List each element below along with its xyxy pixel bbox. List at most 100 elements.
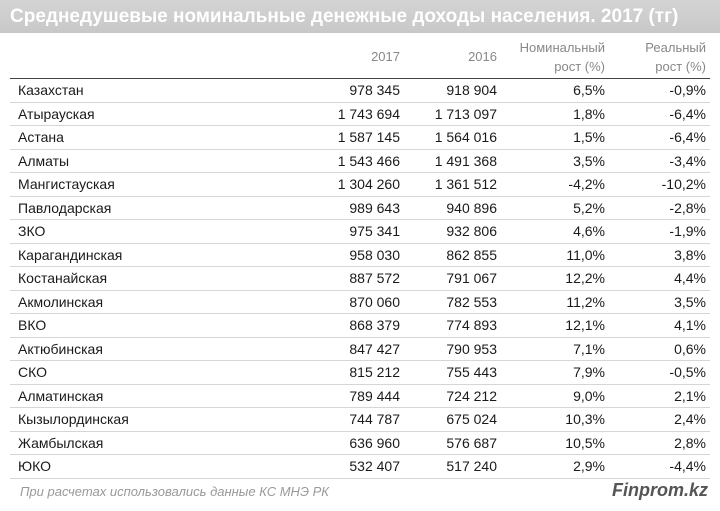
region-cell: ЮКО — [10, 454, 260, 479]
value-cell: 7,1% — [501, 337, 609, 361]
value-cell: 958 030 — [260, 243, 404, 267]
value-cell: 1 587 145 — [260, 125, 404, 150]
value-cell: 918 904 — [404, 78, 501, 103]
table-row: Павлодарская 989 643 940 896 5,2% -2,8% — [10, 196, 710, 220]
value-cell: 1 361 512 — [404, 172, 501, 197]
value-cell: 940 896 — [404, 196, 501, 220]
value-cell: 5,2% — [501, 196, 609, 220]
region-cell: Алматинская — [10, 384, 260, 408]
value-cell: 744 787 — [260, 407, 404, 432]
value-cell: 989 643 — [260, 196, 404, 220]
value-cell: -0,5% — [609, 360, 710, 385]
region-cell: Жамбылская — [10, 431, 260, 455]
value-cell: 791 067 — [404, 266, 501, 291]
table-row: Жамбылская 636 960 576 687 10,5% 2,8% — [10, 431, 710, 455]
table-row: Акмолинская 870 060 782 553 11,2% 3,5% — [10, 290, 710, 314]
value-cell: -10,2% — [609, 172, 710, 197]
table-row: ЗКО 975 341 932 806 4,6% -1,9% — [10, 219, 710, 244]
value-cell: 774 893 — [404, 313, 501, 338]
header-cell: Реальный рост (%) — [609, 35, 710, 79]
value-cell: 847 427 — [260, 337, 404, 361]
region-cell: Акмолинская — [10, 290, 260, 314]
value-cell: 789 444 — [260, 384, 404, 408]
value-cell: -4,2% — [501, 172, 609, 197]
region-cell: Казахстан — [10, 78, 260, 103]
value-cell: 636 960 — [260, 431, 404, 455]
header-cell — [10, 35, 260, 79]
table-row: Кызылординская 744 787 675 024 10,3% 2,4% — [10, 407, 710, 432]
table-row: Казахстан 978 345 918 904 6,5% -0,9% — [10, 78, 710, 103]
value-cell: 1,8% — [501, 102, 609, 126]
table-row: Мангистауская 1 304 260 1 361 512 -4,2% -10,… — [10, 172, 710, 197]
table-row: ВКО 868 379 774 893 12,1% 4,1% — [10, 313, 710, 338]
value-cell: 675 024 — [404, 407, 501, 432]
value-cell: 755 443 — [404, 360, 501, 385]
region-cell: ВКО — [10, 313, 260, 338]
table-row: СКО 815 212 755 443 7,9% -0,5% — [10, 360, 710, 385]
footer-note: При расчетах использовались данные КС МН… — [20, 484, 329, 499]
header-row: 2017 2016 Номинальный рост (%) Реальный ро… — [10, 35, 710, 79]
value-cell: 10,5% — [501, 431, 609, 455]
value-cell: 1 491 368 — [404, 149, 501, 173]
region-cell: Кызылординская — [10, 407, 260, 432]
header-line: рост (%) — [554, 58, 605, 74]
value-cell: -2,8% — [609, 196, 710, 220]
value-cell: 7,9% — [501, 360, 609, 385]
value-cell: 11,0% — [501, 243, 609, 267]
value-cell: 1 564 016 — [404, 125, 501, 150]
value-cell: 2,8% — [609, 431, 710, 455]
value-cell: 2,9% — [501, 454, 609, 479]
value-cell: 3,5% — [501, 149, 609, 173]
value-cell: 1 543 466 — [260, 149, 404, 173]
region-cell: ЗКО — [10, 219, 260, 244]
value-cell: 4,6% — [501, 219, 609, 244]
value-cell: 978 345 — [260, 78, 404, 103]
region-cell: СКО — [10, 360, 260, 385]
value-cell: 1 304 260 — [260, 172, 404, 197]
region-cell: Астана — [10, 125, 260, 150]
header-line: Реальный — [645, 39, 706, 55]
value-cell: -6,4% — [609, 125, 710, 150]
value-cell: 724 212 — [404, 384, 501, 408]
table-row: Алматинская 789 444 724 212 9,0% 2,1% — [10, 384, 710, 408]
value-cell: 6,5% — [501, 78, 609, 103]
value-cell: 975 341 — [260, 219, 404, 244]
title: Среднедушевые номинальные денежные доход… — [0, 0, 720, 33]
table-row: Алматы 1 543 466 1 491 368 3,5% -3,4% — [10, 149, 710, 173]
table-row: Астана 1 587 145 1 564 016 1,5% -6,4% — [10, 125, 710, 150]
value-cell: 868 379 — [260, 313, 404, 338]
region-cell: Карагандинская — [10, 243, 260, 267]
value-cell: 870 060 — [260, 290, 404, 314]
value-cell: 576 687 — [404, 431, 501, 455]
table-row: Атырауская 1 743 694 1 713 097 1,8% -6,4% — [10, 102, 710, 126]
value-cell: 12,2% — [501, 266, 609, 291]
value-cell: 4,4% — [609, 266, 710, 291]
brand: Finprom.kz — [611, 480, 708, 500]
value-cell: 790 953 — [404, 337, 501, 361]
value-cell: 9,0% — [501, 384, 609, 408]
value-cell: 12,1% — [501, 313, 609, 338]
value-cell: 1 743 694 — [260, 102, 404, 126]
table-row: Костанайская 887 572 791 067 12,2% 4,4% — [10, 266, 710, 291]
header-cell: 2016 — [404, 35, 501, 79]
value-cell: 1,5% — [501, 125, 609, 150]
region-cell: Актюбинская — [10, 337, 260, 361]
value-cell: -1,9% — [609, 219, 710, 244]
value-cell: -6,4% — [609, 102, 710, 126]
value-cell: 815 212 — [260, 360, 404, 385]
value-cell: 3,8% — [609, 243, 710, 267]
table-row: Карагандинская 958 030 862 855 11,0% 3,8% — [10, 243, 710, 267]
value-cell: 517 240 — [404, 454, 501, 479]
value-cell: 1 713 097 — [404, 102, 501, 126]
table-row: ЮКО 532 407 517 240 2,9% -4,4% — [10, 454, 710, 479]
header-line: рост (%) — [655, 58, 706, 74]
header-line: Номинальный — [519, 39, 605, 55]
value-cell: -0,9% — [609, 78, 710, 103]
value-cell: 10,3% — [501, 407, 609, 432]
income-table: 2017 2016 Номинальный рост (%) Реальный ро… — [10, 35, 710, 479]
region-cell: Алматы — [10, 149, 260, 173]
value-cell: -3,4% — [609, 149, 710, 173]
region-cell: Атырауская — [10, 102, 260, 126]
value-cell: 932 806 — [404, 219, 501, 244]
